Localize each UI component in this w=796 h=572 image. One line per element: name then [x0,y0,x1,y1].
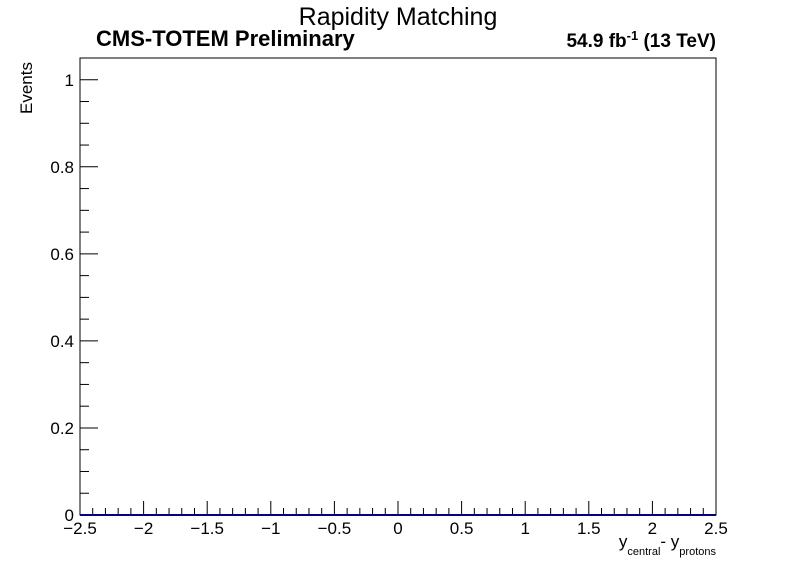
x-label-sub-central: central [627,546,661,558]
lumi-exponent: -1 [626,28,639,43]
x-axis-label: ycentral- yprotons [619,532,716,558]
y-tick-label: 0.4 [50,332,74,351]
y-tick-label: 0.8 [50,158,74,177]
x-tick-label: 2.5 [704,519,728,538]
y-tick-label: 0.2 [50,419,74,438]
x-axis: −2.5 −2 −1.5 −1 −0.5 0 0.5 1 1.5 2 2.5 [63,501,728,538]
y-axis: 0 0.2 0.4 0.6 0.8 1 [50,57,98,525]
x-tick-label: 0 [393,519,402,538]
y-axis-label: Events [17,62,36,114]
y-tick-label: 0 [65,506,74,525]
x-tick-label: −2.5 [63,519,97,538]
x-label-main: y [618,532,628,551]
y-tick-label: 1 [65,71,74,90]
x-tick-label: −1 [261,519,280,538]
x-tick-label: 2 [648,519,657,538]
energy-label: (13 TeV) [643,31,716,52]
x-tick-label: −0.5 [318,519,352,538]
x-tick-label: −2 [134,519,153,538]
x-tick-label: −1.5 [190,519,224,538]
x-tick-label: 0.5 [450,519,474,538]
experiment-label: CMS-TOTEM Preliminary [96,26,355,51]
y-tick-label: 0.6 [50,245,74,264]
x-label-sub-protons: protons [679,546,716,558]
x-tick-label: 1.5 [577,519,601,538]
plot-frame [79,57,717,516]
lumi-value: 54.9 fb [566,31,627,52]
chart-title: Rapidity Matching [298,3,498,31]
luminosity-label: 54.9 fb-1 (13 TeV) [566,28,716,53]
x-label-mid: - y [660,532,680,551]
x-tick-label: 1 [520,519,529,538]
